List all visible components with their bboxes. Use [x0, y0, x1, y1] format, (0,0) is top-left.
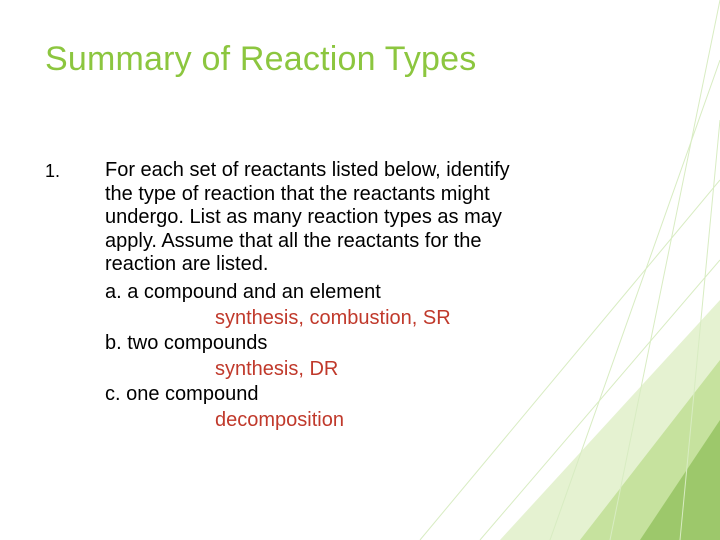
- sub-item-b: b. two compounds: [105, 332, 535, 356]
- slide-title: Summary of Reaction Types: [45, 40, 675, 79]
- answer-a: synthesis, combustion, SR: [215, 307, 535, 331]
- answer-c: decomposition: [215, 409, 535, 433]
- slide: Summary of Reaction Types 1. For each se…: [0, 0, 720, 540]
- sub-item-a: a. a compound and an element: [105, 281, 535, 305]
- body-text: For each set of reactants listed below, …: [105, 159, 535, 433]
- content-row: 1. For each set of reactants listed belo…: [45, 159, 675, 433]
- answer-b: synthesis, DR: [215, 358, 535, 382]
- facet-line: [680, 120, 720, 540]
- facet-poly: [640, 420, 720, 540]
- intro-paragraph: For each set of reactants listed below, …: [105, 159, 535, 277]
- list-number: 1.: [45, 159, 105, 182]
- sub-item-c: c. one compound: [105, 383, 535, 407]
